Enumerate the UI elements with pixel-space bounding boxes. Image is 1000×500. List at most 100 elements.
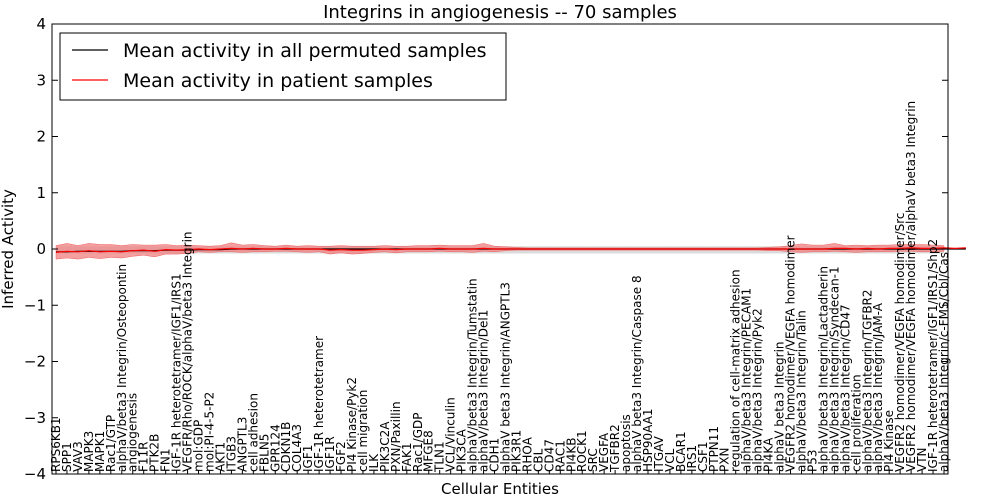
x-tick-label: CDKN1B (279, 422, 293, 472)
x-tick-label: VCL/Vinculin (444, 397, 458, 472)
x-tick-label: Rac1/GDP (411, 413, 425, 472)
legend-label-permuted: Mean activity in all permuted samples (123, 40, 486, 62)
legend: Mean activity in all permuted samples Me… (59, 32, 507, 101)
x-tick-label: IGF-1R heterotetramer/IGF1/IRS1/Shp2 (926, 239, 940, 472)
x-tick-label: FN1 (159, 448, 173, 472)
patient-band (55, 242, 945, 260)
x-tick-label: alphaV beta3 Integrin/Caspase 8 (630, 275, 644, 472)
x-tick-label: PIK3R1 (509, 430, 523, 472)
y-tick-label: −1 (24, 296, 46, 314)
x-tick-label: IGF1R (323, 436, 337, 472)
x-tick-label: SPP1 (60, 442, 74, 472)
x-tick-label: alphaV/beta3 Integrin/TGFBR2 (860, 289, 874, 472)
x-tick-label: PI4KA (762, 437, 776, 472)
x-tick-label: ITGAV (652, 435, 666, 472)
x-tick-label: cell migration (356, 390, 370, 472)
x-tick-label: PIK3CA (455, 428, 469, 472)
x-tick-label: F11R (137, 441, 151, 472)
x-tick-label: FGF2 (334, 441, 348, 472)
x-tick-label: alphaV/beta3 Integrin/Pyk2 (751, 308, 765, 472)
x-tick-label: VCL (663, 448, 677, 472)
x-tick-label: alphaV/beta3 Integrin/Del1 (477, 310, 491, 472)
x-tick-label: MAPK3 (82, 431, 96, 472)
x-tick-label: PXN/Paxillin (389, 401, 403, 472)
legend-box (59, 32, 507, 101)
legend-label-patient: Mean activity in patient samples (123, 70, 433, 92)
x-tick-label: VEGFR2 homodimer/VEGFA homodimer (784, 235, 798, 472)
x-tick-label: P53 (805, 449, 819, 472)
x-tick-label: CSF1 (696, 441, 710, 472)
x-tick-label: alphaV/beta3 Integrin/Lactadherin (816, 266, 830, 472)
y-tick-label: −2 (24, 353, 46, 371)
x-tick-label: alphaV beta3 Integrin (773, 341, 787, 472)
x-tick-label: PTK2B (148, 434, 162, 472)
x-tick-label: alphaV/beta3 Integrin/CD47 (838, 304, 852, 472)
x-tick-label: RPS6KB1 (49, 417, 63, 472)
x-tick-label: alphaV/beta3 Integrin/Tumstatin (466, 278, 480, 472)
x-axis-label: Cellular Entities (441, 480, 559, 498)
x-tick-label: CBL (531, 448, 545, 472)
x-tick-label: FAK1 (400, 442, 414, 472)
chart-title: Integrins in angiogenesis -- 70 samples (323, 2, 677, 23)
y-tick-label: −3 (24, 409, 46, 427)
x-tick-label: mol:PI-4-5-P2 (203, 392, 217, 472)
x-tick-label: VEGFR2 homodimer/VEGFA homodimer/alphaV … (904, 101, 918, 472)
x-tick-label: PTPN11 (707, 426, 721, 472)
x-tick-label: alphaV beta3 Integrin/ANGPTL3 (499, 282, 513, 472)
x-tick-label: cell adhesion (246, 393, 260, 472)
y-tick-label: −4 (24, 465, 46, 483)
x-tick-label: CD47 (542, 439, 556, 472)
x-tick-label: VTN (915, 447, 929, 472)
x-tick-label: TGFBR2 (608, 424, 622, 473)
x-tick-label: MAPK1 (93, 431, 107, 472)
y-axis: −4 −3 −2 −1 0 1 2 3 4 (24, 15, 948, 483)
x-tick-label: COL4A3 (290, 424, 304, 472)
x-tick-label: ITGB3 (224, 436, 238, 472)
x-tick-label: PI4 Kinase/Pyk2 (345, 377, 359, 472)
y-tick-label: 3 (36, 71, 46, 89)
x-tick-label: ANGPTL3 (235, 417, 249, 472)
x-tick-label: angiogenesis (126, 393, 140, 472)
x-tick-label: alphaV/beta3 Integrin/Talin (795, 310, 809, 472)
x-tick-label: IRS1 (685, 445, 699, 472)
x-tick-label: ROCK1 (575, 430, 589, 472)
x-tick-label: alphaV/beta3 Integrin/Osteopontin (115, 264, 129, 472)
x-tick-label: SRC (586, 448, 600, 472)
x-tick-label: CDH1 (488, 438, 502, 472)
x-tick-label: mol:GDP (192, 420, 206, 472)
x-tick-label: AKT1 (213, 442, 227, 472)
y-tick-label: 1 (36, 184, 46, 202)
x-tick-label: VEGFR/Rho/ROCK/alphaV/beta3 Integrin (181, 231, 195, 472)
x-tick-label: FBLN5 (257, 434, 271, 472)
series-line-patient (55, 247, 966, 253)
x-tick-label: PIK3C2A (378, 421, 392, 472)
plot-area (55, 242, 966, 260)
x-tick-label: ILK (367, 453, 381, 472)
x-tick-label: MFGE8 (422, 430, 436, 472)
x-tick-label: apoptosis (619, 414, 633, 472)
x-tick-label: regulation of cell-matrix adhesion (729, 269, 743, 472)
x-tick-label: RHOA (520, 436, 534, 472)
x-tick-label: BCAR1 (674, 431, 688, 472)
x-tick-label: PI4KB (564, 437, 578, 472)
y-tick-label: 4 (36, 15, 46, 33)
x-tick-label: VAV3 (71, 441, 85, 472)
x-tick-label: RAC1 (553, 440, 567, 472)
x-tick-label: alphaV/beta3 Integrin/JAM-A (871, 302, 885, 472)
x-tick-label: PXN (718, 448, 732, 472)
x-tick-label: HSP90AA1 (641, 408, 655, 472)
x-axis-categories: RPS6KB1SPP1VAV3MAPK3MAPK1Rac1/GTPalphaV/… (49, 101, 951, 474)
x-tick-label: IGF1 (301, 445, 315, 472)
x-tick-label: TLN1 (433, 441, 447, 473)
x-tick-label: alphaV/beta3 Integrin/PECAM1 (740, 288, 754, 472)
x-tick-label: IGF-1R heterotetramer/IGF1/IRS1 (170, 273, 184, 472)
x-tick-label: VEGFR2 homodimer/VEGFA homodimer/Src (893, 212, 907, 472)
y-tick-label: 0 (36, 240, 46, 258)
y-tick-label: 2 (36, 128, 46, 146)
x-tick-label: cell proliferation (849, 374, 863, 472)
x-tick-label: PI4 Kinase (882, 410, 896, 472)
x-tick-label: GPR124 (268, 424, 282, 472)
x-tick-label: VEGFA (597, 432, 611, 472)
y-axis-label: Inferred Activity (0, 189, 17, 309)
